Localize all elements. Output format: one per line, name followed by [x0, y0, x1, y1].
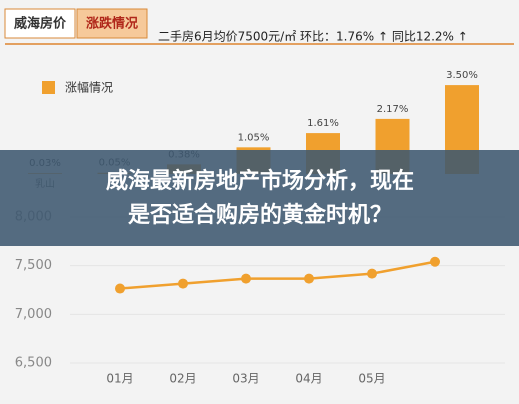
tab-label: 威海房价	[14, 16, 67, 32]
value-label: 1.61%	[307, 118, 339, 129]
value-label: 2.17%	[377, 104, 409, 115]
banner-text: 威海最新房地产市场分析，现在	[106, 168, 414, 194]
tab-label: 涨跌情况	[85, 16, 138, 32]
line	[119, 260, 436, 290]
point	[304, 273, 314, 284]
tab[interactable]	[76, 8, 148, 39]
banner-text: 是否适合购房的黄金时机？	[128, 202, 392, 228]
point	[430, 256, 440, 267]
header-text: 二手房6月均价7500元/㎡ 环比：1.76% ↑ 同比12.2% ↑	[158, 29, 468, 44]
y-tick-label: 6,500	[15, 356, 52, 371]
point	[367, 268, 377, 279]
value-label: 3.50%	[446, 70, 478, 81]
y-tick-label: 7,500	[15, 258, 52, 273]
y-tick-label: 7,000	[15, 307, 52, 322]
point	[178, 278, 188, 289]
point	[115, 283, 125, 294]
legend-swatch	[42, 81, 55, 94]
value-label: 1.05%	[238, 132, 270, 143]
x-tick-label: 04月	[295, 372, 322, 386]
tab[interactable]	[4, 8, 76, 39]
x-tick-label: 01月	[106, 372, 133, 386]
x-tick-label: 03月	[232, 372, 259, 386]
x-tick-label: 05月	[358, 372, 385, 386]
point	[241, 273, 251, 284]
banner	[0, 150, 519, 246]
x-tick-label: 02月	[169, 372, 196, 386]
legend-label: 涨幅情况	[65, 80, 113, 95]
